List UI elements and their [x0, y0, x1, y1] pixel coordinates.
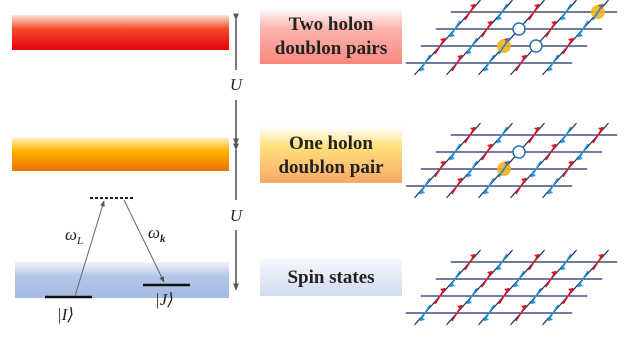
gap-label: U — [230, 75, 244, 94]
lattices — [406, 0, 617, 325]
transition-label: ωL — [65, 225, 83, 247]
lattice — [406, 250, 617, 325]
gap-label: U — [230, 206, 244, 225]
band-one-pair — [12, 138, 229, 171]
state-label: |I⟩ — [57, 305, 74, 324]
lattice — [406, 123, 617, 198]
holon — [530, 40, 542, 52]
lattice — [406, 0, 617, 75]
level-label: One holon — [289, 133, 373, 154]
state-label: |J⟩ — [155, 290, 174, 309]
level-label: doublon pair — [278, 157, 384, 178]
level-label: Spin states — [287, 267, 374, 288]
transition-label: ωk — [148, 223, 166, 245]
band-two-pairs — [12, 15, 229, 50]
holon — [513, 146, 525, 158]
diagram: U U ωL ωk |I⟩ |J⟩ Two holon doublon pair… — [0, 0, 628, 344]
holon — [513, 23, 525, 35]
level-label: Two holon — [289, 14, 374, 35]
level-label: doublon pairs — [275, 38, 387, 59]
band-spin — [15, 262, 229, 298]
